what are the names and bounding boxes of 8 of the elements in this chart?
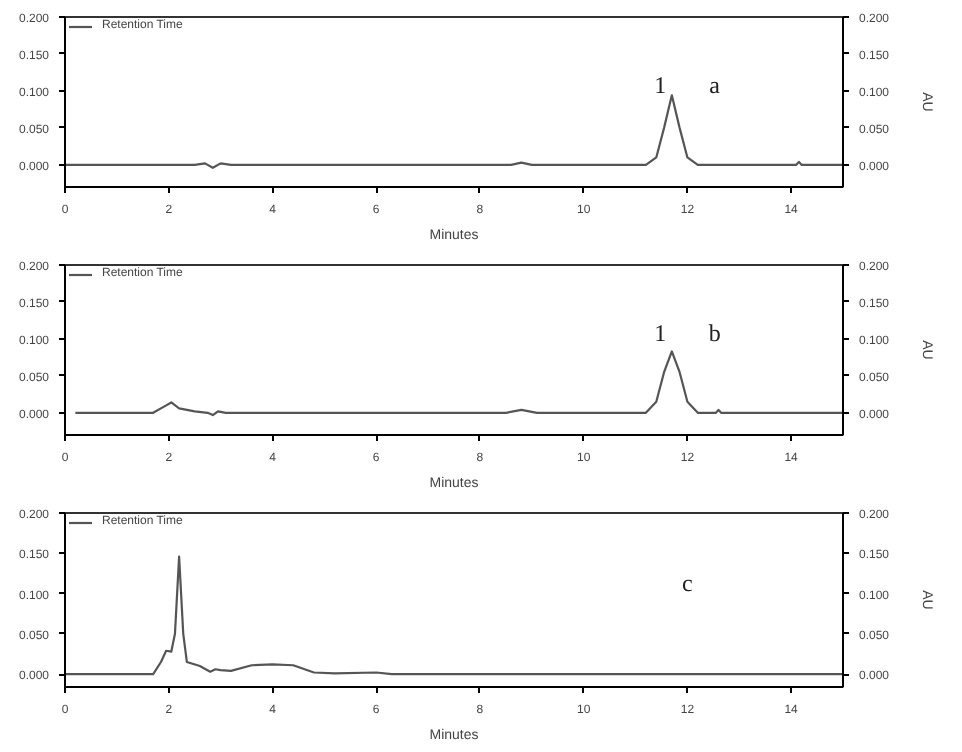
annotation: b (708, 319, 721, 347)
annotation: 1 (654, 319, 667, 347)
line-series (74, 350, 843, 417)
line-series (65, 555, 843, 676)
annotation: 1 (654, 71, 667, 99)
line-series (65, 94, 843, 169)
annotation: a (709, 71, 722, 99)
annotation: c (682, 568, 693, 597)
